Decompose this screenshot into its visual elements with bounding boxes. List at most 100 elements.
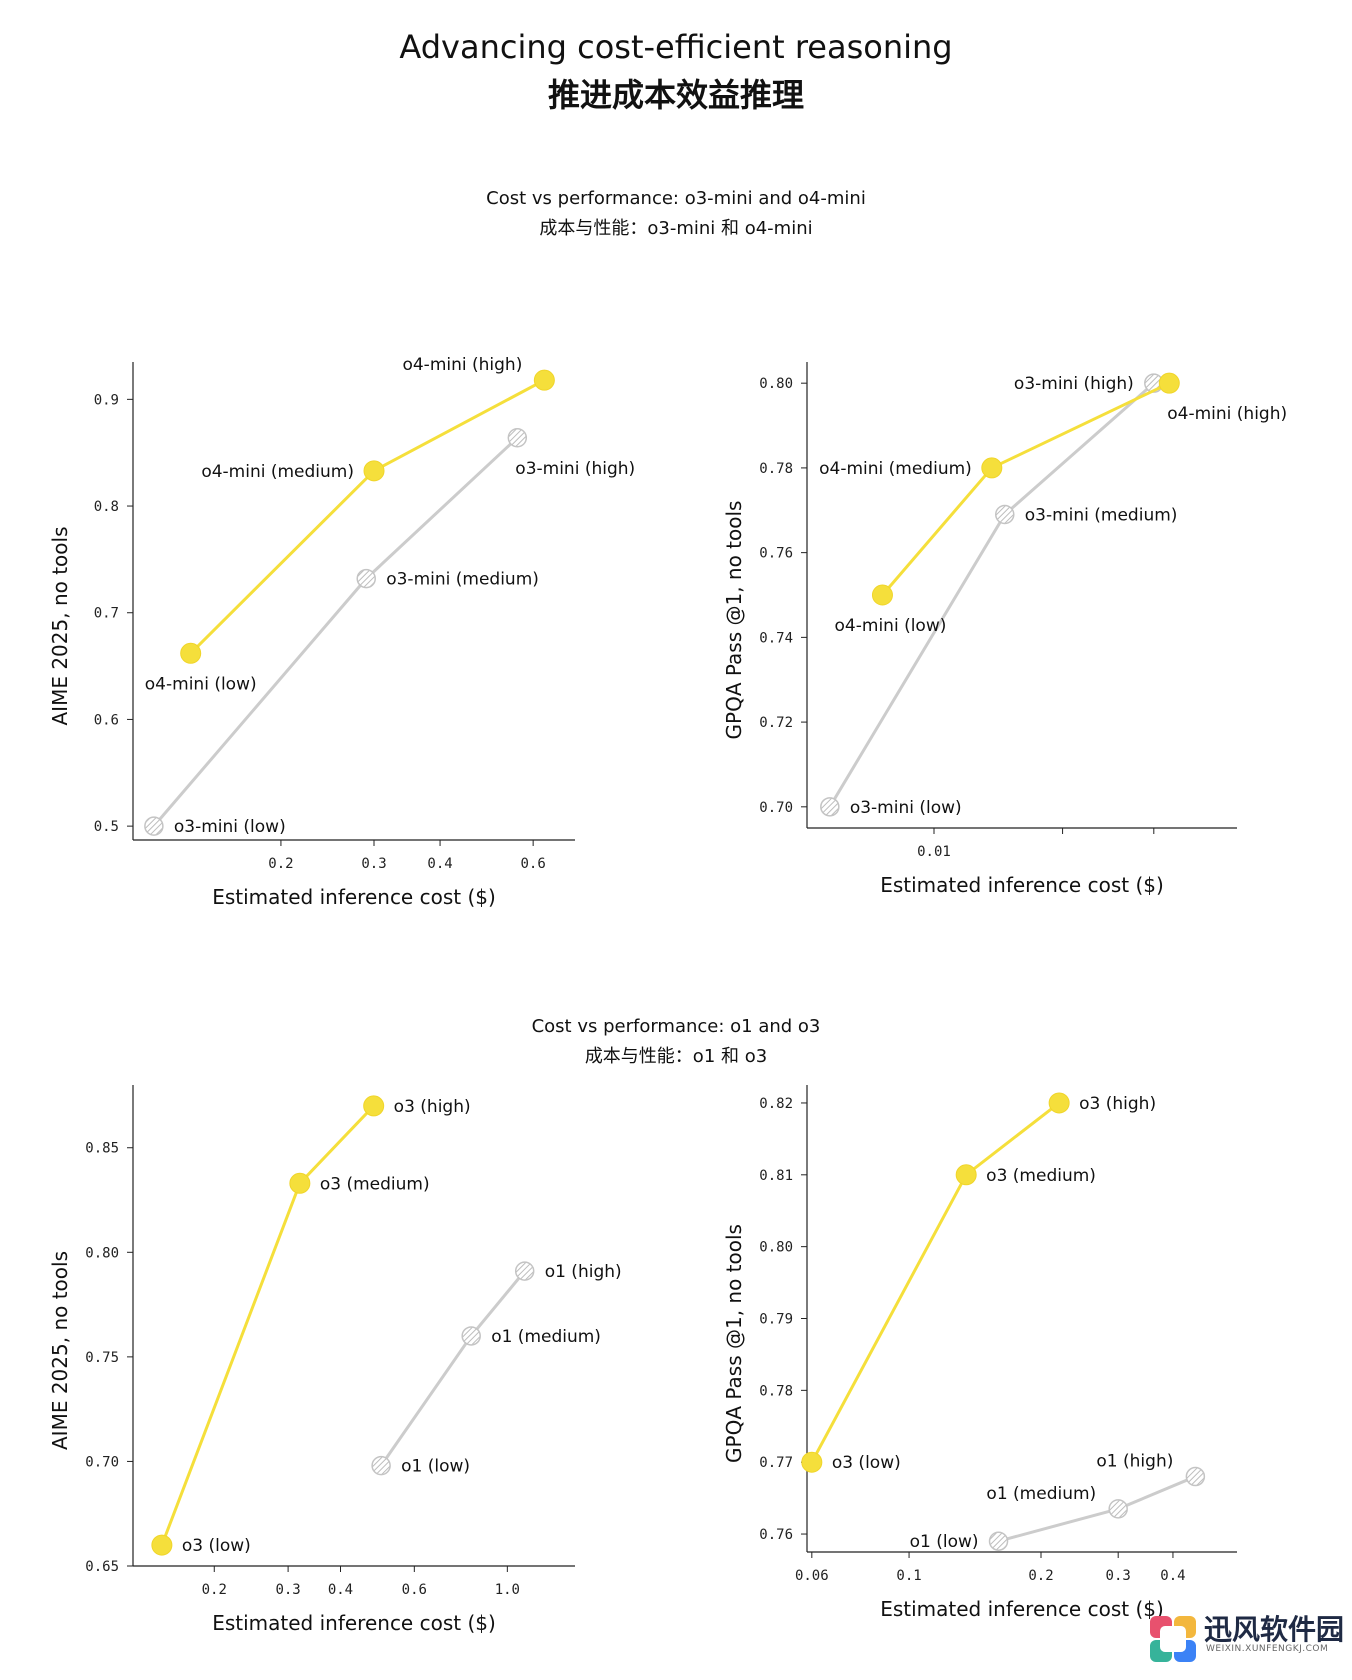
- page-title: Advancing cost-efficient reasoning: [399, 28, 953, 66]
- x-axis-label: Estimated inference cost ($): [212, 1611, 496, 1635]
- x-axis-label: Estimated inference cost ($): [880, 1597, 1164, 1621]
- data-point: [514, 1261, 535, 1281]
- page-title-chinese: 推进成本效益推理: [547, 76, 804, 114]
- section-1-title: Cost vs performance: o3-mini and o4-mini: [486, 188, 866, 209]
- series-line: [810, 1101, 1061, 1463]
- data-point: [801, 1451, 823, 1473]
- data-label: o4-mini (medium): [201, 462, 354, 482]
- data-label: o1 (low): [910, 1532, 979, 1552]
- data-label: o3 (low): [182, 1536, 251, 1556]
- y-axis-label: GPQA Pass @1, no tools: [722, 1224, 746, 1463]
- y-tick-label: 0.70: [759, 800, 793, 816]
- x-tick-label: 0.6: [520, 856, 545, 872]
- chart-1: 0.5 0.6 0.7 0.8 0.9 0.2 0.3 0.4 0.6 Estimated inf…: [48, 355, 635, 909]
- watermark-logo-icon: [1150, 1616, 1196, 1662]
- data-point: [289, 1172, 311, 1194]
- chart-4: 0.76 0.77 0.78 0.79 0.80 0.81 0.82 0.06 0.1 0.2 0.…: [722, 1085, 1237, 1621]
- chart-2: 0.70 0.72 0.74 0.76 0.78 0.80 0.01 Estimated in…: [722, 362, 1287, 897]
- data-point: [144, 816, 164, 836]
- data-label: o1 (high): [1096, 1452, 1173, 1472]
- data-label: o3 (low): [832, 1453, 901, 1473]
- section-1-title-chinese: 成本与性能：o3-mini 和 o4-mini: [539, 218, 813, 239]
- data-point: [995, 504, 1015, 525]
- y-tick-label: 0.74: [759, 630, 793, 646]
- series-o3-mini: o3-mini (low) o3-mini (medium) o3-mini (hi…: [820, 373, 1178, 818]
- data-label: o1 (medium): [491, 1327, 601, 1347]
- x-tick-label: 0.4: [328, 1582, 353, 1598]
- data-label: o4-mini (low): [835, 616, 947, 636]
- series-o1: o1 (low) o1 (medium) o1 (high): [371, 1261, 622, 1477]
- data-label: o3-mini (medium): [1025, 506, 1178, 526]
- x-tick-label: 0.3: [361, 856, 386, 872]
- series-line: [189, 378, 546, 655]
- y-tick-label: 0.76: [759, 546, 793, 562]
- data-point: [1108, 1499, 1128, 1519]
- data-point: [533, 369, 555, 391]
- data-label: o3 (high): [394, 1097, 471, 1117]
- x-tick-label: 0.01: [917, 844, 951, 860]
- y-tick-label: 0.80: [759, 1240, 793, 1256]
- watermark: 迅风软件园 WEIXIN.XUNFENGKJ.COM: [1148, 1604, 1348, 1676]
- y-axis-label: GPQA Pass @1, no tools: [722, 501, 746, 740]
- data-point: [180, 642, 202, 664]
- y-tick-label: 0.78: [759, 1383, 793, 1399]
- y-tick-label: 0.82: [759, 1096, 793, 1112]
- x-axis-label: Estimated inference cost ($): [880, 873, 1164, 897]
- series-o4-mini: o4-mini (low) o4-mini (medium) o4-mini (hi…: [145, 355, 555, 694]
- y-tick-label: 0.76: [759, 1527, 793, 1543]
- data-label: o4-mini (medium): [819, 459, 972, 479]
- y-tick-label: 0.77: [759, 1455, 793, 1471]
- data-label: o4-mini (low): [145, 674, 257, 694]
- data-point: [1185, 1466, 1206, 1487]
- section-2-title-chinese: 成本与性能：o1 和 o3: [584, 1046, 768, 1067]
- data-point: [955, 1164, 977, 1186]
- data-label: o3-mini (high): [1014, 374, 1134, 394]
- data-point: [988, 1531, 1009, 1551]
- data-point: [820, 797, 840, 817]
- y-tick-label: 0.9: [94, 392, 119, 408]
- data-point: [363, 460, 385, 482]
- chart-3: 0.65 0.70 0.75 0.80 0.85 0.2 0.3 0.4 0.6 1.0 Estim…: [48, 1085, 622, 1635]
- data-point: [151, 1534, 173, 1556]
- data-label: o1 (high): [545, 1262, 622, 1282]
- x-tick-label: 0.3: [1106, 1568, 1131, 1584]
- y-tick-label: 0.80: [759, 376, 793, 392]
- y-tick-label: 0.6: [94, 712, 119, 728]
- data-point: [871, 584, 893, 606]
- y-tick-label: 0.8: [94, 499, 119, 515]
- x-tick-label: 0.2: [202, 1582, 227, 1598]
- y-tick-label: 0.5: [94, 819, 119, 835]
- data-label: o4-mini (high): [402, 355, 522, 375]
- watermark-text: 迅风软件园: [1204, 1613, 1345, 1646]
- y-tick-label: 0.81: [759, 1168, 793, 1184]
- x-tick-label: 0.6: [402, 1582, 427, 1598]
- y-tick-label: 0.79: [759, 1312, 793, 1328]
- y-axis-label: AIME 2025, no tools: [48, 1251, 72, 1450]
- series-o1: o1 (low) o1 (medium)o1 (high): [910, 1452, 1206, 1552]
- x-axis-label: Estimated inference cost ($): [212, 885, 496, 909]
- series-o3: o3 (low) o3 (medium) o3 (high): [151, 1095, 471, 1556]
- data-label: o4-mini (high): [1167, 404, 1287, 424]
- y-tick-label: 0.80: [85, 1245, 119, 1261]
- y-tick-label: 0.78: [759, 461, 793, 477]
- x-tick-label: 0.06: [795, 1568, 829, 1584]
- series-o4-mini: o4-mini (low) o4-mini (medium) o4-mini (hi…: [819, 372, 1287, 636]
- data-label: o3-mini (low): [174, 817, 286, 837]
- data-point: [356, 568, 376, 589]
- x-tick-label: 1.0: [495, 1582, 520, 1598]
- y-tick-label: 0.75: [85, 1350, 119, 1366]
- y-tick-label: 0.85: [85, 1141, 119, 1157]
- series-line: [160, 1104, 375, 1546]
- data-label: o3 (high): [1079, 1094, 1156, 1114]
- data-label: o1 (low): [401, 1457, 470, 1477]
- data-label: o1 (medium): [986, 1484, 1096, 1504]
- x-tick-label: 0.1: [896, 1568, 921, 1584]
- data-point: [1048, 1092, 1070, 1114]
- x-tick-label: 0.4: [1160, 1568, 1185, 1584]
- data-point: [981, 457, 1003, 479]
- x-tick-label: 0.4: [427, 856, 452, 872]
- data-point: [371, 1455, 391, 1476]
- y-tick-label: 0.65: [85, 1559, 119, 1575]
- data-point: [507, 428, 528, 448]
